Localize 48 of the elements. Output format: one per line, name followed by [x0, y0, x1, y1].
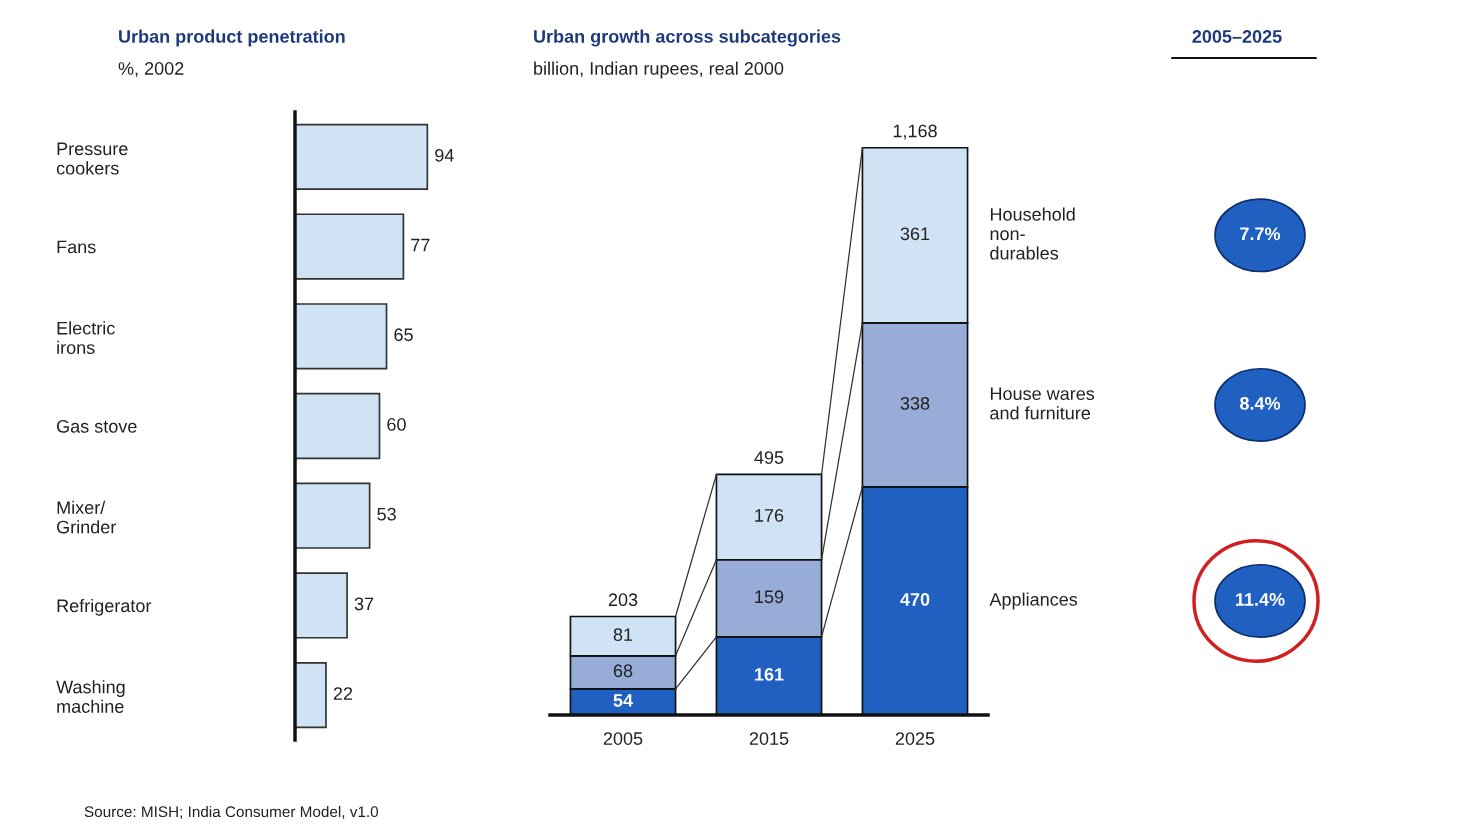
x-tick-label: 2015 [749, 732, 789, 745]
chart-subtitle: billion, Indian rupees, real 2000 [534, 61, 784, 79]
data-label: 159 [755, 590, 784, 604]
data-label: 338 [900, 396, 930, 410]
x-tick-label: 2005 [603, 732, 643, 745]
y-tick-label: Refrigerator [57, 598, 152, 616]
data-label: 176 [755, 509, 784, 522]
text: 8.4% [1240, 396, 1281, 410]
bar [295, 662, 327, 729]
data-label: 37 [354, 597, 374, 611]
total-label: 203 [608, 593, 638, 607]
y-tick-label: Washing machine [56, 680, 125, 713]
data-label: 53 [377, 507, 396, 521]
bar [295, 392, 381, 460]
data-label: 470 [900, 593, 930, 606]
data-label: 60 [387, 418, 406, 431]
total-label: 495 [754, 451, 784, 464]
y-tick-label: Pressure cookers [56, 142, 128, 175]
data-label: 81 [613, 628, 633, 641]
data-label: 77 [411, 238, 430, 252]
chart-subtitle: %, 2002 [118, 62, 184, 77]
text: 7.7% [1240, 227, 1281, 241]
data-label: 54 [613, 694, 633, 707]
bar [295, 572, 348, 639]
total-label: 1,168 [893, 124, 937, 140]
text: 11.4% [1236, 593, 1285, 606]
text: 2005–2025 [1192, 30, 1282, 43]
data-label: 22 [333, 687, 353, 700]
bar [295, 213, 405, 280]
series-label: House wares and furniture [990, 387, 1095, 420]
chart-title: Urban growth across subcategories [534, 29, 841, 47]
y-tick-label: Fans [57, 240, 96, 254]
data-label: 65 [394, 328, 413, 342]
source-note: Source: MISH; India Consumer Model, v1.0 [84, 805, 379, 819]
x-tick-label: 2025 [895, 732, 935, 745]
bar [295, 482, 371, 549]
data-label: 94 [435, 148, 454, 162]
bar [295, 303, 388, 370]
series-label: Household non- durables [990, 207, 1075, 260]
y-tick-label: Electric irons [57, 321, 115, 355]
data-label: 361 [900, 227, 930, 241]
y-tick-label: Gas stove [57, 419, 137, 433]
chart-title: Urban product penetration [119, 29, 345, 47]
data-label: 68 [613, 664, 633, 678]
y-tick-label: Mixer/ Grinder [57, 500, 117, 534]
bar [295, 123, 429, 190]
series-label: Appliances [989, 592, 1078, 610]
data-label: 161 [755, 668, 784, 681]
